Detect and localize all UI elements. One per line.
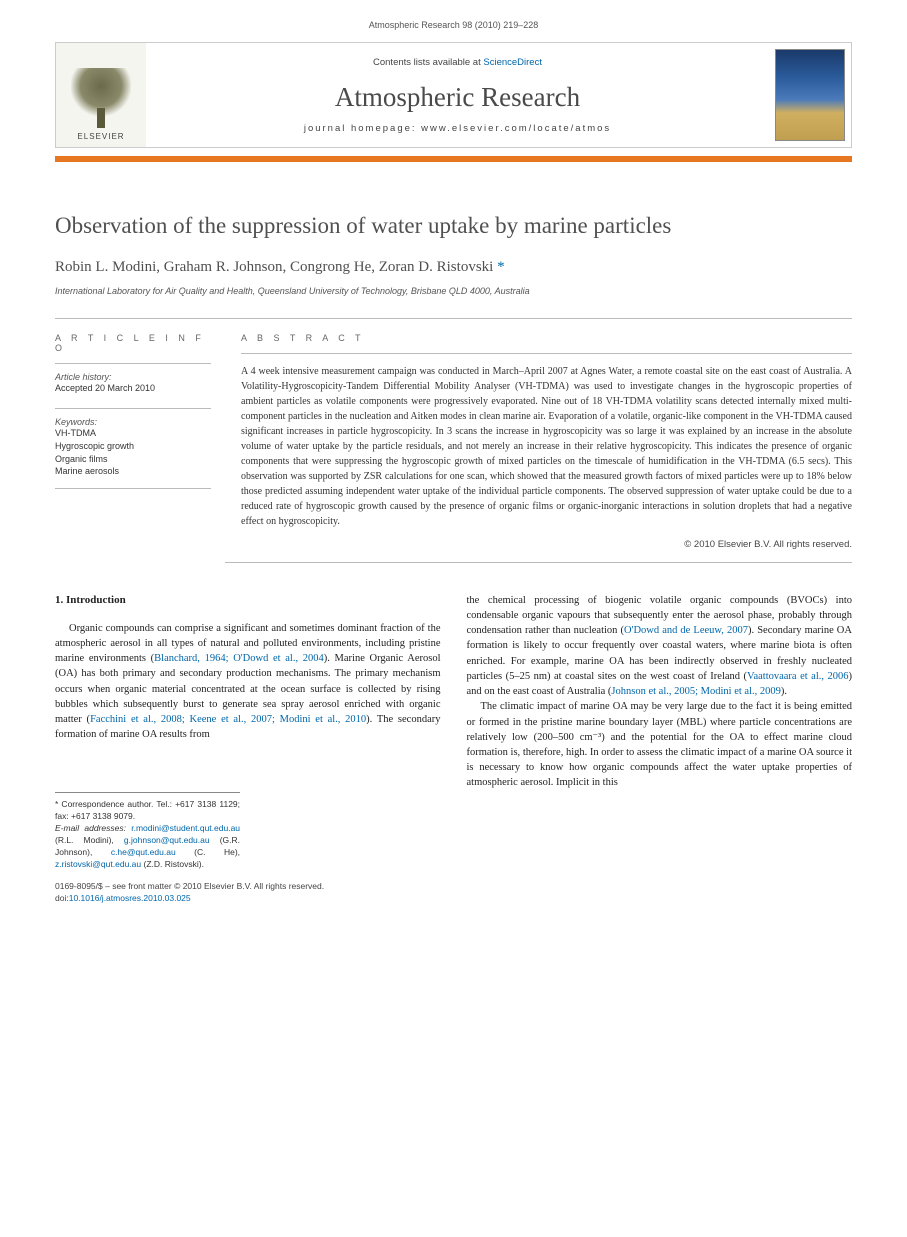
journal-homepage-line: journal homepage: www.elsevier.com/locat… <box>156 123 759 134</box>
article-info-column: A R T I C L E I N F O Article history: A… <box>55 319 225 563</box>
section-1-heading: 1. Introduction <box>55 593 441 609</box>
doi-prefix: doi: <box>55 893 69 903</box>
bottom-meta: 0169-8095/$ – see front matter © 2010 El… <box>55 881 441 905</box>
intro-paragraph-2: The climatic impact of marine OA may be … <box>467 699 853 790</box>
abstract-heading: A B S T R A C T <box>241 333 852 343</box>
email-label: E-mail addresses: <box>55 823 131 833</box>
elsevier-logo: ELSEVIER <box>62 51 140 141</box>
article-title: Observation of the suppression of water … <box>55 212 852 241</box>
intro-paragraph-1: Organic compounds can comprise a signifi… <box>55 621 441 743</box>
elsevier-tree-icon <box>71 68 131 128</box>
author-list: Robin L. Modini, Graham R. Johnson, Cong… <box>55 259 852 276</box>
journal-banner: ELSEVIER Contents lists available at Sci… <box>55 42 852 148</box>
ref-vaattovaara[interactable]: Vaattovaara et al., 2006 <box>747 671 848 682</box>
doi-link[interactable]: 10.1016/j.atmosres.2010.03.025 <box>69 893 191 903</box>
ref-johnson-modini[interactable]: Johnson et al., 2005; Modini et al., 200… <box>611 686 780 697</box>
abstract-column: A B S T R A C T A 4 week intensive measu… <box>225 319 852 563</box>
article-history-label: Article history: <box>55 372 211 382</box>
email-name-0: (R.L. Modini), <box>55 835 124 845</box>
ref-blanchard-odowd[interactable]: Blanchard, 1964; O'Dowd et al., 2004 <box>154 653 324 664</box>
p1c-text-d: ). <box>781 686 787 697</box>
email-name-2: (C. He), <box>176 847 240 857</box>
abstract-text: A 4 week intensive measurement campaign … <box>241 353 852 529</box>
article-history-block: Article history: Accepted 20 March 2010 <box>55 363 211 395</box>
doi-line: doi:10.1016/j.atmosres.2010.03.025 <box>55 893 441 905</box>
sciencedirect-link[interactable]: ScienceDirect <box>483 57 542 68</box>
ref-facchini-keene-modini[interactable]: Facchini et al., 2008; Keene et al., 200… <box>90 714 366 725</box>
contents-available-line: Contents lists available at ScienceDirec… <box>156 57 759 68</box>
correspondence-note: * Correspondence author. Tel.: +617 3138… <box>55 799 240 823</box>
publisher-logo-area: ELSEVIER <box>56 43 146 147</box>
issn-copyright-line: 0169-8095/$ – see front matter © 2010 El… <box>55 881 441 893</box>
intro-paragraph-1-cont: the chemical processing of biogenic vola… <box>467 593 853 700</box>
email-addresses-line: E-mail addresses: r.modini@student.qut.e… <box>55 823 240 871</box>
email-johnson[interactable]: g.johnson@qut.edu.au <box>124 835 210 845</box>
affiliation: International Laboratory for Air Quality… <box>55 286 852 296</box>
orange-divider-bar <box>55 156 852 162</box>
publisher-name: ELSEVIER <box>77 132 124 141</box>
abstract-copyright: © 2010 Elsevier B.V. All rights reserved… <box>241 539 852 550</box>
body-two-column: 1. Introduction Organic compounds can co… <box>55 593 852 905</box>
ref-odowd-deleeuw[interactable]: O'Dowd and de Leeuw, 2007 <box>624 625 748 636</box>
journal-name: Atmospheric Research <box>156 82 759 113</box>
article-info-heading: A R T I C L E I N F O <box>55 333 211 353</box>
journal-cover-thumbnail <box>775 49 845 141</box>
email-name-3: (Z.D. Ristovski). <box>141 859 204 869</box>
body-column-left: 1. Introduction Organic compounds can co… <box>55 593 441 905</box>
email-modini[interactable]: r.modini@student.qut.edu.au <box>131 823 240 833</box>
contents-prefix: Contents lists available at <box>373 57 483 68</box>
running-header: Atmospheric Research 98 (2010) 219–228 <box>55 20 852 30</box>
email-he[interactable]: c.he@qut.edu.au <box>111 847 176 857</box>
keywords-text: VH-TDMA Hygroscopic growth Organic films… <box>55 427 211 477</box>
homepage-prefix: journal homepage: <box>304 123 421 134</box>
email-ristovski[interactable]: z.ristovski@qut.edu.au <box>55 859 141 869</box>
footnotes-block: * Correspondence author. Tel.: +617 3138… <box>55 792 240 870</box>
keywords-block: Keywords: VH-TDMA Hygroscopic growth Org… <box>55 408 211 488</box>
info-abstract-row: A R T I C L E I N F O Article history: A… <box>55 318 852 563</box>
authors-names: Robin L. Modini, Graham R. Johnson, Cong… <box>55 259 493 275</box>
article-history-text: Accepted 20 March 2010 <box>55 382 211 395</box>
keywords-label: Keywords: <box>55 417 211 427</box>
banner-center: Contents lists available at ScienceDirec… <box>146 43 769 147</box>
homepage-url: www.elsevier.com/locate/atmos <box>421 123 611 134</box>
body-column-right: the chemical processing of biogenic vola… <box>467 593 853 905</box>
corresponding-author-marker[interactable]: * <box>497 259 505 275</box>
journal-cover-area <box>769 43 851 147</box>
